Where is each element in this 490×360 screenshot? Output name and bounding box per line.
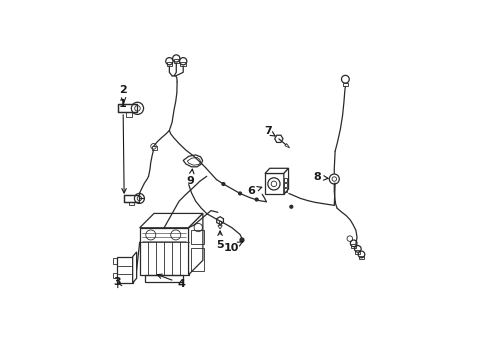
Polygon shape bbox=[284, 168, 289, 194]
Polygon shape bbox=[285, 144, 290, 148]
Polygon shape bbox=[265, 168, 289, 174]
Bar bbox=[145, 275, 183, 283]
Bar bbox=[284, 178, 288, 181]
Circle shape bbox=[255, 198, 258, 201]
Circle shape bbox=[240, 238, 244, 242]
Text: 8: 8 bbox=[314, 172, 328, 183]
Bar bbox=[125, 112, 132, 117]
Bar bbox=[191, 248, 204, 270]
Text: 2: 2 bbox=[119, 85, 127, 102]
Text: 1: 1 bbox=[119, 99, 127, 193]
Text: 6: 6 bbox=[248, 186, 262, 196]
Bar bbox=[152, 146, 157, 150]
Polygon shape bbox=[265, 174, 284, 194]
Bar bbox=[284, 188, 288, 192]
Text: 7: 7 bbox=[264, 126, 275, 136]
Circle shape bbox=[222, 183, 225, 185]
Bar bbox=[343, 82, 348, 86]
Polygon shape bbox=[183, 155, 203, 167]
Circle shape bbox=[240, 238, 244, 242]
Polygon shape bbox=[140, 228, 189, 275]
Polygon shape bbox=[189, 213, 203, 275]
Text: 4: 4 bbox=[157, 274, 185, 288]
Bar bbox=[284, 183, 288, 186]
Bar bbox=[113, 273, 117, 278]
Bar bbox=[191, 230, 204, 244]
Bar bbox=[359, 256, 364, 260]
Circle shape bbox=[222, 183, 225, 185]
Bar bbox=[167, 62, 172, 66]
Text: 10: 10 bbox=[224, 242, 243, 253]
Polygon shape bbox=[217, 217, 223, 225]
Text: 5: 5 bbox=[216, 231, 224, 250]
Circle shape bbox=[239, 192, 242, 195]
Bar bbox=[173, 59, 179, 63]
Bar bbox=[129, 202, 134, 205]
Bar bbox=[351, 244, 356, 248]
Text: 3: 3 bbox=[114, 277, 122, 288]
Circle shape bbox=[255, 198, 258, 201]
Bar bbox=[180, 62, 186, 66]
Circle shape bbox=[239, 192, 242, 195]
Text: 9: 9 bbox=[187, 169, 195, 186]
Polygon shape bbox=[118, 104, 138, 112]
Circle shape bbox=[290, 205, 293, 208]
Polygon shape bbox=[117, 257, 133, 283]
Polygon shape bbox=[123, 195, 140, 202]
Polygon shape bbox=[133, 252, 137, 283]
Bar bbox=[355, 250, 360, 254]
Polygon shape bbox=[140, 213, 203, 228]
Bar bbox=[113, 258, 117, 264]
Polygon shape bbox=[218, 226, 222, 229]
Circle shape bbox=[290, 205, 293, 208]
Polygon shape bbox=[275, 135, 283, 143]
